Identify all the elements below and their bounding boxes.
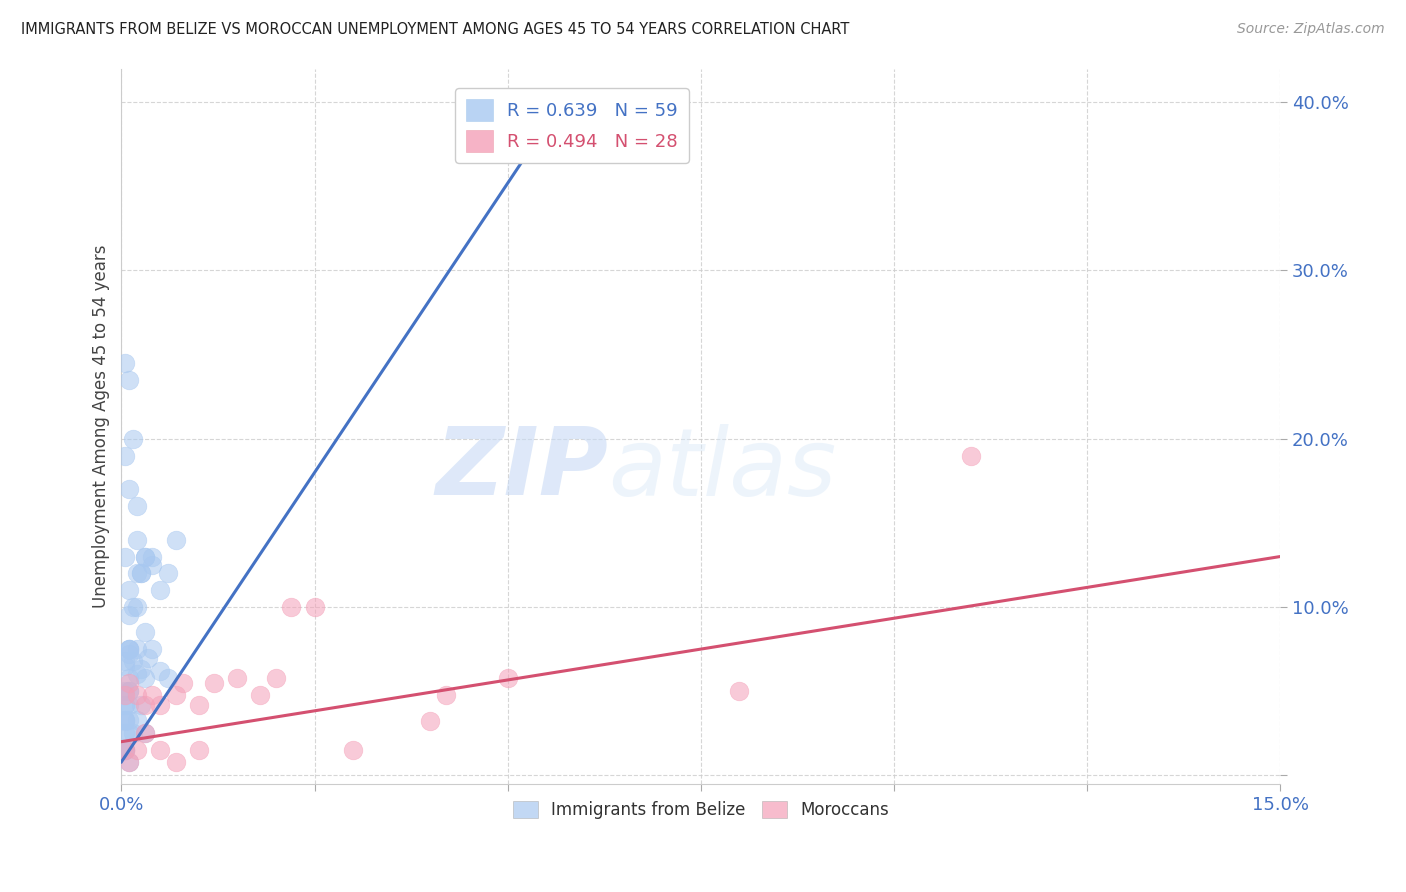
Point [141,549,163,564]
Point [114,356,136,370]
Point [118,755,141,769]
Point [141,688,163,702]
Point [118,726,141,740]
Point [226,671,249,685]
Point [114,714,136,729]
Point [129,662,152,676]
Point [114,743,136,757]
Point [304,600,326,615]
Point [172,675,194,690]
Legend: Immigrants from Belize, Moroccans: Immigrants from Belize, Moroccans [506,794,896,825]
Point [114,449,136,463]
Point [114,743,136,757]
Point [114,743,136,757]
Point [187,698,209,712]
Point [122,432,145,446]
Point [129,698,152,712]
Point [118,684,141,698]
Point [118,684,141,698]
Point [264,671,287,685]
Point [125,499,148,513]
Point [114,698,136,712]
Point [138,650,160,665]
Point [118,698,141,712]
Point [342,743,364,757]
Point [118,373,141,387]
Point [156,566,179,581]
Point [134,671,156,685]
Point [960,449,983,463]
Point [118,583,141,598]
Point [419,714,441,729]
Point [496,671,519,685]
Point [114,743,136,757]
Point [134,625,156,640]
Point [114,698,136,712]
Point [118,482,141,496]
Point [125,642,148,657]
Point [114,654,136,668]
Point [141,558,163,572]
Point [122,654,145,668]
Point [114,688,136,702]
Point [122,726,145,740]
Point [118,647,141,661]
Point [149,583,172,598]
Point [122,600,145,615]
Point [202,675,225,690]
Text: IMMIGRANTS FROM BELIZE VS MOROCCAN UNEMPLOYMENT AMONG AGES 45 TO 54 YEARS CORREL: IMMIGRANTS FROM BELIZE VS MOROCCAN UNEMP… [21,22,849,37]
Point [134,549,156,564]
Point [141,642,163,657]
Point [125,600,148,615]
Point [187,743,209,757]
Point [149,698,172,712]
Point [149,743,172,757]
Point [125,667,148,681]
Point [118,642,141,657]
Point [165,688,187,702]
Point [165,755,187,769]
Point [156,671,179,685]
Point [125,743,148,757]
Point [129,566,152,581]
Text: Source: ZipAtlas.com: Source: ZipAtlas.com [1237,22,1385,37]
Y-axis label: Unemployment Among Ages 45 to 54 years: Unemployment Among Ages 45 to 54 years [93,244,110,607]
Point [249,688,271,702]
Point [134,726,156,740]
Point [118,642,141,657]
Point [125,713,148,727]
Point [114,713,136,727]
Point [125,688,148,702]
Point [114,549,136,564]
Text: atlas: atlas [607,424,837,515]
Point [434,688,457,702]
Point [165,533,187,547]
Point [118,671,141,685]
Point [114,659,136,673]
Point [134,698,156,712]
Point [118,608,141,623]
Point [114,726,136,740]
Point [118,675,141,690]
Point [149,664,172,678]
Point [129,566,152,581]
Point [114,713,136,727]
Point [114,684,136,698]
Point [125,566,148,581]
Point [118,755,141,769]
Point [134,549,156,564]
Point [134,726,156,740]
Point [280,600,302,615]
Point [118,642,141,657]
Text: ZIP: ZIP [436,423,607,515]
Point [118,713,141,727]
Point [125,533,148,547]
Point [728,684,751,698]
